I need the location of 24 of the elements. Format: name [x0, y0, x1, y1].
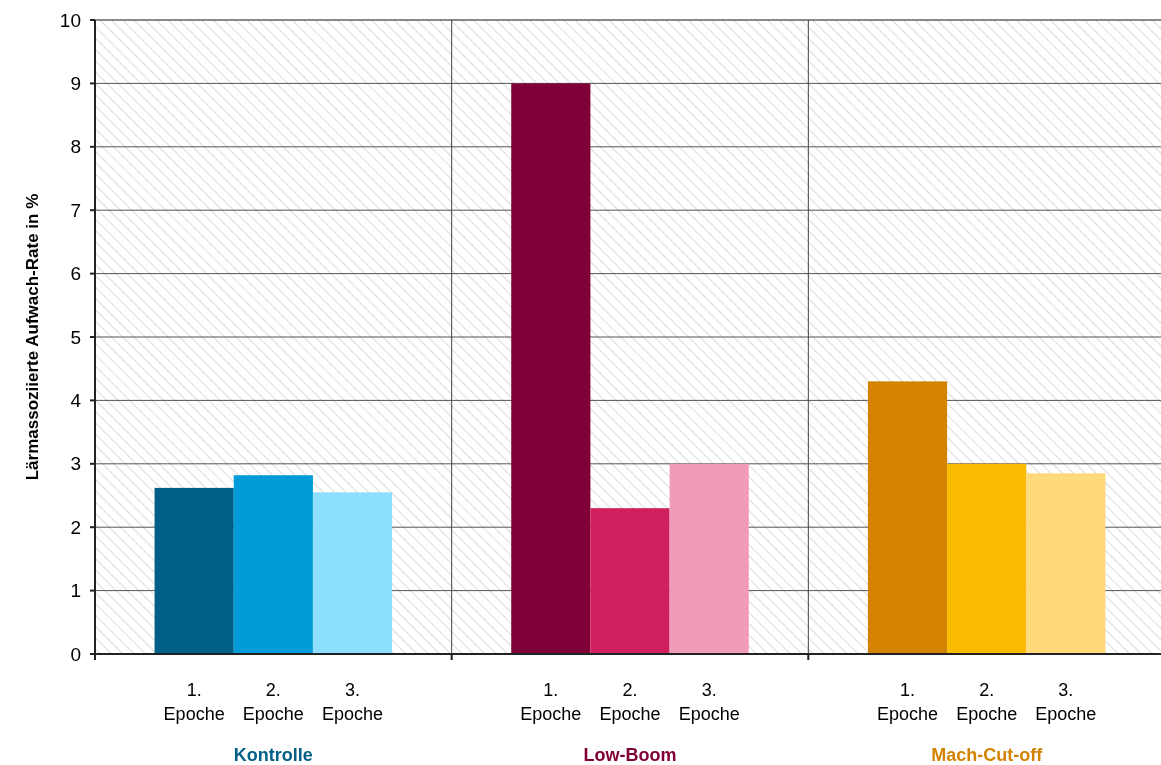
y-tick-label: 9 [70, 73, 81, 95]
x-tick-label: 3. Epoche [678, 680, 740, 725]
x-tick-label: 3. Epoche [1035, 680, 1097, 725]
text: Mach-Cut-off [931, 745, 1044, 765]
x-tick-label: 1. Epoche [520, 680, 582, 725]
y-tick-label: 7 [70, 199, 81, 221]
x-tick-label: 1. Epoche [163, 680, 225, 725]
y-tick-label: 3 [70, 453, 81, 475]
y-tick-label: 5 [70, 326, 81, 348]
y-tick-label: 0 [70, 643, 81, 665]
y-tick-label: 6 [70, 263, 81, 285]
y-tick-label: 4 [70, 390, 82, 412]
text: Kontrolle [233, 745, 313, 765]
x-tick-label: 3. Epoche [321, 680, 384, 725]
y-tick-label: 2 [70, 516, 81, 538]
x-tick-label: 2. Epoche [242, 680, 304, 725]
y-tick-label: 10 [59, 9, 81, 31]
y-axis-title: Lärmassoziierte Aufwach-Rate in % [23, 193, 42, 481]
x-tick-label: 1. Epoche [876, 680, 939, 725]
y-tick-label: 1 [70, 580, 81, 602]
x-tick-label: 2. Epoche [956, 680, 1018, 725]
y-tick-label: 8 [70, 136, 81, 158]
text: Low-Boom [583, 745, 677, 765]
x-tick-label: 2. Epoche [599, 680, 661, 725]
